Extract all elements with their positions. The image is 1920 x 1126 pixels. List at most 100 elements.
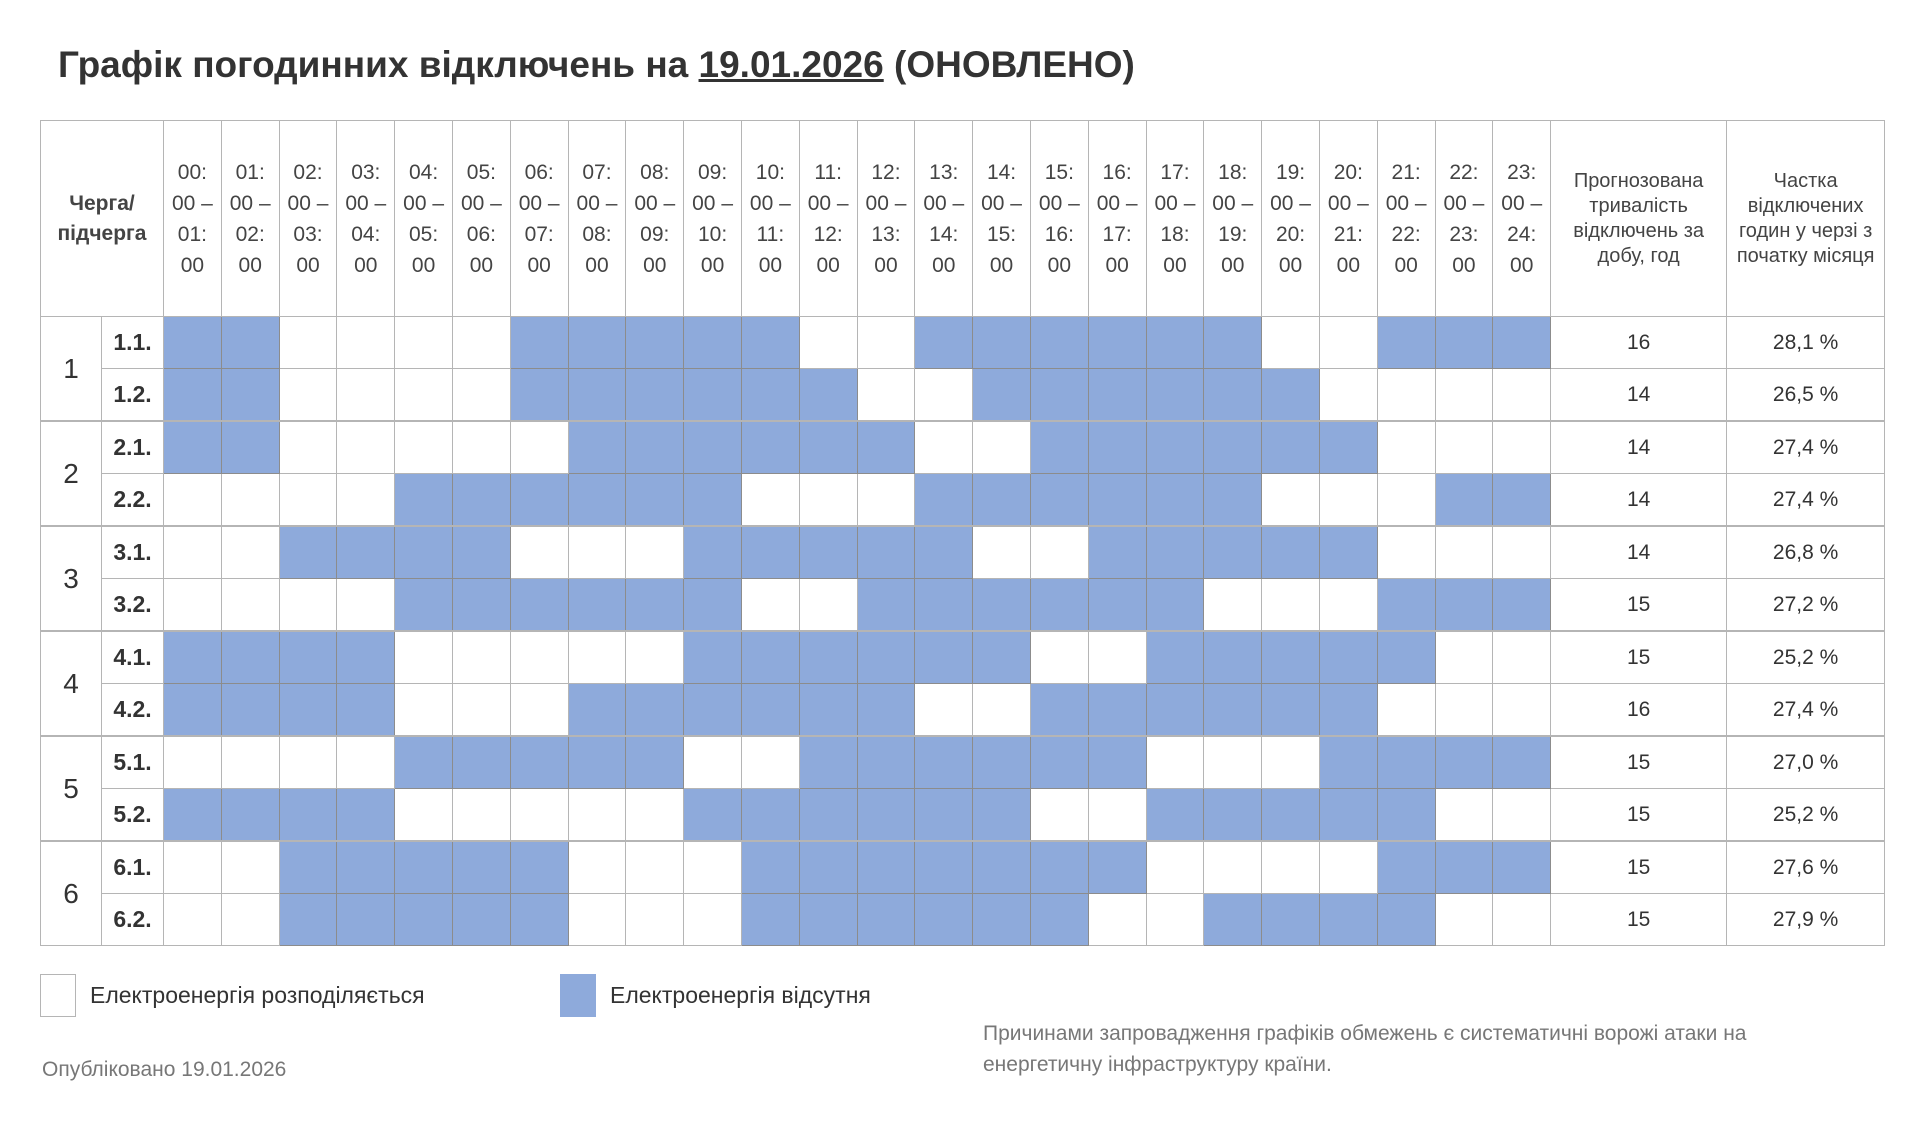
hour-cell-power	[1376, 473, 1436, 527]
hour-cell-power	[683, 840, 742, 894]
hour-cell-outage	[972, 473, 1031, 527]
hour-cell-power	[1029, 525, 1089, 579]
hour-cell-outage	[509, 840, 569, 894]
hour-cell-outage	[972, 368, 1031, 422]
share-value: 27,6 %	[1726, 840, 1886, 894]
hour-cell-outage	[509, 368, 569, 422]
hour-cell-power	[336, 473, 396, 527]
hour-cell-power	[509, 788, 569, 842]
hour-cell-outage	[1203, 683, 1263, 737]
hour-cell-outage	[914, 893, 974, 946]
hour-cell-outage	[1376, 788, 1436, 842]
hour-cell-power	[394, 788, 453, 842]
hour-cell-outage	[1087, 316, 1147, 369]
table-row: 1 1.1. 16 28,1 %	[40, 316, 1886, 422]
hour-cell-power	[1376, 683, 1436, 737]
hour-cell-outage	[1492, 578, 1552, 632]
hour-cell-outage	[1029, 420, 1089, 474]
hour-cell-outage	[972, 840, 1031, 894]
hour-cell-outage	[278, 840, 338, 894]
outage-schedule-table: Черга/ підчерга 00: 00 – 01: 00 01: 00 – …	[40, 120, 1886, 946]
hour-cell-outage	[683, 368, 742, 422]
hour-cell-outage	[451, 473, 511, 527]
hour-cell-outage	[1261, 368, 1320, 422]
hour-cell-outage	[1376, 316, 1436, 369]
hour-cell-power	[394, 683, 453, 737]
hour-cell-outage	[278, 630, 338, 684]
hour-cell-outage	[220, 368, 280, 422]
hour-cell-outage	[1145, 316, 1205, 369]
forecast-value: 15	[1550, 840, 1728, 894]
hour-cell-power	[451, 683, 511, 737]
hour-cell-power	[1376, 525, 1436, 579]
hour-cell-outage	[1318, 735, 1378, 789]
hour-cell-outage	[1087, 420, 1147, 474]
hour-cell-power	[1434, 420, 1494, 474]
hour-cell-outage	[1203, 316, 1263, 369]
hour-cell-outage	[1145, 578, 1205, 632]
hour-cell-power	[394, 630, 453, 684]
hour-cell-outage	[1376, 893, 1436, 946]
share-value: 26,8 %	[1726, 525, 1886, 579]
hour-cell-power	[163, 473, 222, 527]
hour-cell-power	[1434, 683, 1494, 737]
queue-group: 1	[40, 316, 102, 422]
legend-on-label: Електроенергія розподіляється	[90, 982, 425, 1008]
hour-cell-outage	[1318, 788, 1378, 842]
hour-cell-power	[625, 893, 685, 946]
legend-swatch-on	[40, 974, 76, 1017]
hour-cell-outage	[1203, 788, 1263, 842]
queue-group: 4	[40, 630, 102, 737]
hour-cell-outage	[567, 683, 627, 737]
hour-cell-power	[1145, 735, 1205, 789]
hour-cell-power	[856, 316, 916, 369]
share-value: 27,4 %	[1726, 683, 1886, 737]
hour-cell-power	[451, 368, 511, 422]
hour-cell-outage	[683, 420, 742, 474]
hour-cell-outage	[567, 578, 627, 632]
hour-cell-power	[740, 578, 800, 632]
hour-cell-power	[509, 683, 569, 737]
hour-cell-power	[1492, 525, 1552, 579]
hour-cell-outage	[163, 788, 222, 842]
hour-header: 11: 00 – 12: 00	[798, 120, 858, 317]
hour-cell-outage	[336, 840, 396, 894]
hour-cell-power	[683, 735, 742, 789]
hour-cell-outage	[163, 368, 222, 422]
hour-cell-outage	[1087, 368, 1147, 422]
hour-header: 22: 00 – 23: 00	[1434, 120, 1494, 317]
hour-cell-power	[740, 735, 800, 789]
share-value: 27,2 %	[1726, 578, 1886, 632]
hour-cell-outage	[1087, 473, 1147, 527]
hour-cell-outage	[972, 893, 1031, 946]
hour-cell-power	[220, 525, 280, 579]
hour-cell-power	[451, 788, 511, 842]
forecast-value: 14	[1550, 525, 1728, 579]
hour-header: 16: 00 – 17: 00	[1087, 120, 1147, 317]
hour-cell-power	[278, 735, 338, 789]
hour-cell-outage	[336, 788, 396, 842]
hour-cell-outage	[1203, 473, 1263, 527]
hour-cell-outage	[1492, 473, 1552, 527]
hour-cell-power	[972, 420, 1031, 474]
hour-cell-outage	[1434, 840, 1494, 894]
hour-cell-power	[163, 525, 222, 579]
hour-cell-outage	[740, 316, 800, 369]
hour-cell-outage	[914, 840, 974, 894]
share-value: 27,4 %	[1726, 473, 1886, 527]
hour-cell-outage	[1376, 630, 1436, 684]
published-date: Опубліковано 19.01.2026	[42, 1058, 287, 1081]
hour-cell-power	[1492, 420, 1552, 474]
table-row: 6 6.1. 15 27,6 %	[40, 840, 1886, 946]
hour-cell-power	[1087, 893, 1147, 946]
hour-header: 19: 00 – 20: 00	[1261, 120, 1320, 317]
queue-group: 5	[40, 735, 102, 842]
table-row: 5 5.1. 15 27,0 %	[40, 735, 1886, 842]
hour-cell-power	[220, 735, 280, 789]
hour-cell-outage	[1029, 840, 1089, 894]
hour-cell-power	[278, 420, 338, 474]
hour-cell-power	[1203, 840, 1263, 894]
hour-cell-outage	[1261, 788, 1320, 842]
hour-cell-power	[856, 368, 916, 422]
queue-group: 6	[40, 840, 102, 946]
